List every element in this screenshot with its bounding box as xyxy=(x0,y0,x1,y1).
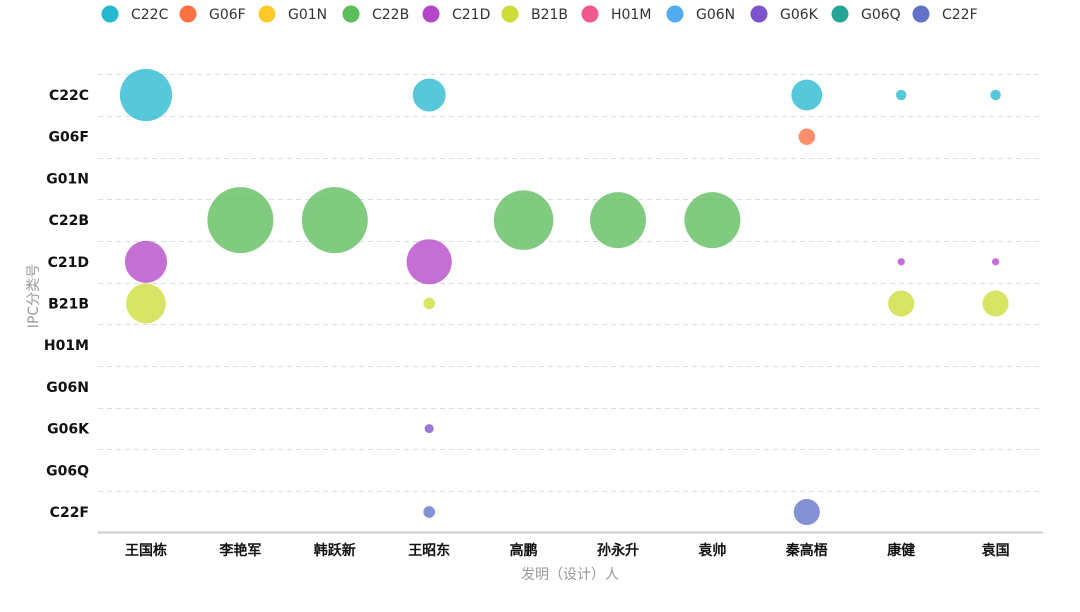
y-axis-title: IPC分类号 xyxy=(26,264,42,328)
bubble-g06k[interactable] xyxy=(424,424,434,434)
legend-label-g06n[interactable]: G06N xyxy=(696,7,735,23)
y-tick-labels: C22C G06F G01N C22B C21D B21B H01M G06N G06K G06Q… xyxy=(44,88,90,521)
bubble-c22c[interactable] xyxy=(119,68,173,122)
legend-marker-b21b[interactable] xyxy=(501,5,519,23)
legend-label-b21b[interactable]: B21B xyxy=(531,7,568,23)
bubble-b21b[interactable] xyxy=(888,290,915,317)
bubble-c22b[interactable] xyxy=(590,192,646,249)
bubble-b21b[interactable] xyxy=(126,283,166,324)
bubble-c22c[interactable] xyxy=(412,78,446,112)
legend-label-c22c[interactable]: C22C xyxy=(131,7,169,23)
x-tick-label: 袁国 xyxy=(981,542,1010,559)
bubble-c22c[interactable] xyxy=(791,79,823,111)
bubble-c22f[interactable] xyxy=(793,498,820,526)
x-tick-label: 康健 xyxy=(887,542,915,559)
bubble-c22b[interactable] xyxy=(684,192,741,249)
x-tick-label: 高鹏 xyxy=(510,542,538,559)
bubble-c21d[interactable] xyxy=(991,258,1000,266)
y-tick-label: C21D xyxy=(48,255,89,271)
bubble-c22b[interactable] xyxy=(207,187,274,254)
grid-lines xyxy=(98,74,1043,492)
y-tick-label: C22B xyxy=(49,213,89,229)
legend-label-c22f[interactable]: C22F xyxy=(942,7,978,23)
legend-marker-g06n[interactable] xyxy=(666,5,684,23)
y-tick-label: G06K xyxy=(47,422,90,438)
bubble-c22b[interactable] xyxy=(493,190,554,250)
bubble-b21b[interactable] xyxy=(423,297,436,310)
bubble-g06f[interactable] xyxy=(798,128,816,145)
bubbles xyxy=(119,68,1009,526)
bubble-c21d[interactable] xyxy=(897,258,905,266)
x-tick-label: 王国栋 xyxy=(125,542,167,559)
y-tick-label: C22F xyxy=(50,505,89,521)
x-tick-labels: 王国栋 李艳军 韩跃新 王昭东 高鹏 孙永升 袁帅 秦高梧 康健 袁国 xyxy=(125,542,1010,559)
x-tick-label: 李艳军 xyxy=(218,542,261,559)
y-tick-label: G06F xyxy=(48,130,89,146)
legend-label-c22b[interactable]: C22B xyxy=(372,7,409,23)
legend: C22C G06F G01N C22B C21D B21B H01M G06N G06K G06Q… xyxy=(101,5,978,23)
legend-marker-g06f[interactable] xyxy=(179,5,197,23)
legend-marker-c21d[interactable] xyxy=(422,5,440,23)
bubble-b21b[interactable] xyxy=(982,290,1009,317)
bubble-c22b[interactable] xyxy=(301,187,368,254)
legend-marker-c22b[interactable] xyxy=(342,5,360,23)
legend-marker-h01m[interactable] xyxy=(581,5,599,23)
y-tick-label: G06Q xyxy=(46,463,89,479)
legend-marker-c22c[interactable] xyxy=(101,5,119,23)
legend-label-g06f[interactable]: G06F xyxy=(209,7,246,23)
legend-label-g01n[interactable]: G01N xyxy=(288,7,327,23)
y-tick-label: C22C xyxy=(49,88,89,104)
x-tick-label: 王昭东 xyxy=(408,542,450,559)
x-axis-title: 发明（设计）人 xyxy=(521,567,619,583)
bubble-c21d[interactable] xyxy=(124,240,168,283)
x-tick-label: 孙永升 xyxy=(597,542,639,559)
x-tick-label: 袁帅 xyxy=(697,542,726,559)
y-tick-label: G06N xyxy=(46,380,89,396)
y-tick-label: B21B xyxy=(48,297,89,313)
legend-label-g06q[interactable]: G06Q xyxy=(861,7,901,23)
legend-marker-g06k[interactable] xyxy=(750,5,768,23)
x-tick-label: 韩跃新 xyxy=(314,542,356,559)
bubble-c22f[interactable] xyxy=(423,506,436,518)
y-tick-label: G01N xyxy=(46,171,89,187)
x-tick-label: 秦高梧 xyxy=(785,542,828,559)
legend-marker-g06q[interactable] xyxy=(831,5,849,23)
bubble-c22c[interactable] xyxy=(990,89,1001,101)
legend-marker-c22f[interactable] xyxy=(912,5,930,23)
legend-label-g06k[interactable]: G06K xyxy=(780,7,819,23)
y-tick-label: H01M xyxy=(44,338,89,354)
bubble-c22c[interactable] xyxy=(895,89,907,101)
legend-label-h01m[interactable]: H01M xyxy=(611,7,651,23)
legend-label-c21d[interactable]: C21D xyxy=(452,7,490,23)
legend-marker-g01n[interactable] xyxy=(258,5,276,23)
bubble-c21d[interactable] xyxy=(406,239,452,285)
